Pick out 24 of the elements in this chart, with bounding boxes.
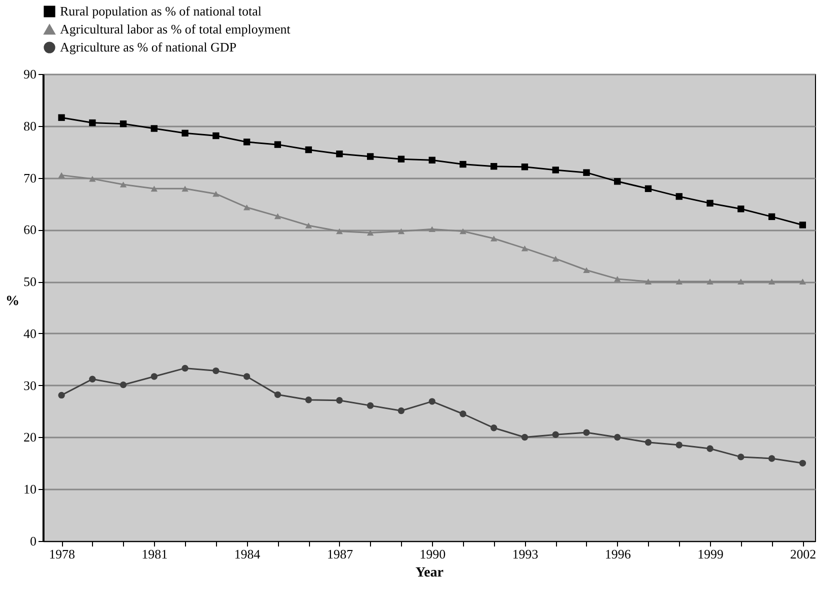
x-tick-label: 1987: [326, 546, 354, 562]
y-tick-label: 20: [24, 430, 36, 445]
x-tick-label: 1993: [512, 546, 538, 562]
y-tick-label: 0: [30, 534, 36, 548]
x-tick-label: 1978: [49, 546, 76, 562]
y-tick-label: 40: [24, 326, 36, 341]
y-tick-label: 70: [24, 170, 36, 186]
x-tick-label: 1981: [142, 546, 168, 562]
x-tick-label: 1996: [604, 546, 632, 562]
legend-label: Rural population as % of national total: [60, 4, 262, 18]
x-tick-label: 2002: [790, 546, 816, 562]
y-tick-label: 80: [24, 118, 36, 134]
y-tick-label: 50: [24, 274, 36, 290]
legend-label: Agricultural labor as % of total employment: [60, 22, 291, 36]
legend-label: Agriculture as % of national GDP: [60, 40, 237, 54]
x-tick-label: 1999: [698, 546, 724, 562]
x-axis-title: Year: [416, 566, 444, 580]
y-tick-label: 10: [24, 482, 36, 497]
y-axis-title: %: [6, 294, 20, 309]
y-tick-label: 90: [24, 66, 36, 82]
y-tick-label: 60: [24, 222, 36, 238]
x-tick-label: 1984: [234, 546, 261, 562]
y-tick-label: 30: [24, 378, 36, 393]
x-tick-label: 1990: [420, 546, 446, 562]
